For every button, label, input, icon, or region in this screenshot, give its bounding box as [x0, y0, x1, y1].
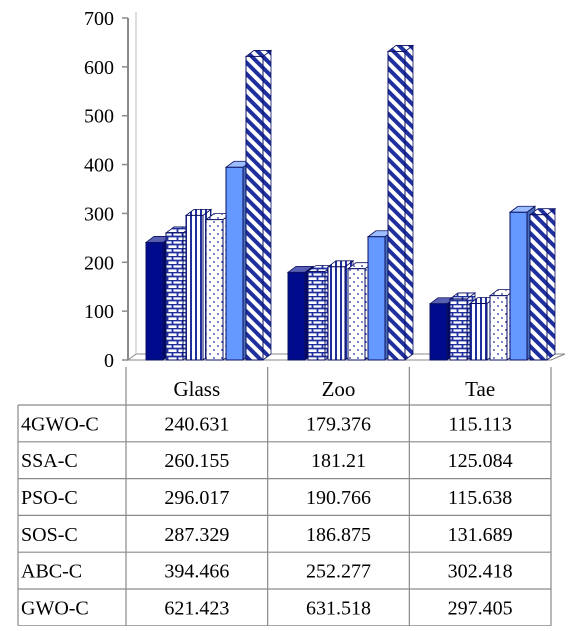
bar-front	[287, 271, 306, 361]
table-cell: 240.631	[164, 413, 229, 435]
table-cell: 287.329	[164, 524, 229, 546]
y-tick-label: 600	[84, 57, 114, 79]
table-cell: 179.376	[306, 413, 371, 435]
bar-front	[429, 303, 448, 361]
bar-front	[387, 50, 406, 361]
table-cell: 394.466	[164, 561, 229, 583]
y-tick-label: 100	[84, 301, 114, 323]
table-row-label: 4GWO-C	[21, 413, 99, 435]
bar-side	[404, 44, 414, 361]
table-row-label: SSA-C	[21, 450, 78, 472]
bar-front	[307, 270, 326, 361]
bar-front	[509, 211, 528, 361]
bar-front	[327, 266, 346, 361]
table-cell: 131.689	[448, 524, 513, 546]
bar-side	[546, 207, 556, 361]
table-cell: 631.518	[306, 597, 371, 619]
table-cell: 260.155	[164, 450, 229, 472]
table-cell: 115.638	[448, 487, 512, 509]
table-row-label: GWO-C	[21, 597, 89, 619]
y-tick-label: 500	[84, 106, 114, 128]
bar-front	[245, 55, 264, 361]
table-cell: 181.21	[311, 450, 366, 472]
table-cell: 302.418	[448, 561, 513, 583]
table-header-glass: Glass	[173, 377, 220, 401]
bar-front	[165, 232, 184, 361]
bars-layer	[144, 44, 557, 361]
y-tick-label: 700	[84, 8, 114, 30]
bar-front	[469, 303, 488, 361]
table-row-label: ABC-C	[21, 561, 82, 583]
bar-GWO-C-Tae	[528, 207, 557, 361]
bar-front	[205, 219, 224, 361]
table-cell: 125.084	[448, 450, 513, 472]
bar-front	[489, 295, 508, 361]
y-tick-label: 400	[84, 155, 114, 177]
bar-front	[367, 236, 386, 361]
table-cell: 252.277	[306, 561, 371, 583]
table-cell: 190.766	[306, 487, 371, 509]
bar-side	[262, 49, 272, 361]
bar-front	[225, 166, 244, 361]
bar-front	[449, 298, 468, 361]
table-row-label: SOS-C	[21, 524, 78, 546]
table-cell: 297.405	[448, 597, 513, 619]
bar-GWO-C-Glass	[244, 49, 273, 361]
bar-front	[529, 214, 548, 361]
data-table: Glass Zoo Tae 4GWO-C 240.631 179.376 115.113 SS…	[17, 367, 552, 627]
y-tick-label: 200	[84, 252, 114, 274]
table-cell: 115.113	[448, 413, 512, 435]
y-tick-label: 0	[104, 350, 114, 372]
table-cell: 621.423	[164, 597, 229, 619]
bar-GWO-C-Zoo	[386, 44, 415, 361]
table-header-zoo: Zoo	[322, 377, 356, 401]
y-tick-label: 300	[84, 203, 114, 225]
table-cell: 186.875	[306, 524, 371, 546]
bar-front	[347, 268, 366, 361]
table-cell: 296.017	[164, 487, 229, 509]
table-header-tae: Tae	[465, 377, 495, 401]
bar-front	[185, 214, 204, 361]
table-row-label: PSO-C	[21, 487, 78, 509]
bar-front	[145, 241, 164, 361]
